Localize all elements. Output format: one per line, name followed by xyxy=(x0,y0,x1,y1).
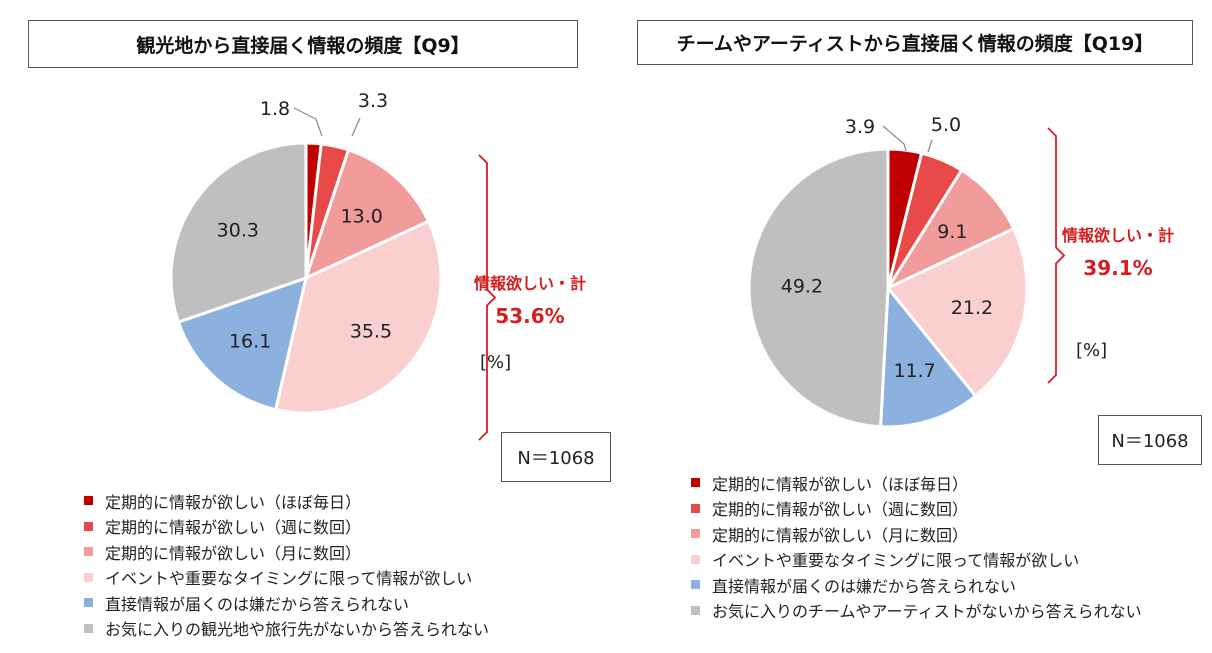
leader-line xyxy=(927,139,933,153)
slice-data-label: 3.9 xyxy=(845,116,875,138)
legend-label: 定期的に情報が欲しい（月に数回） xyxy=(712,525,969,545)
chart-title: チームやアーティストから直接届く情報の頻度【Q19】 xyxy=(637,20,1193,65)
legend-item: お気に入りのチームやアーティストがないから答えられない xyxy=(691,598,1142,624)
legend-label: 定期的に情報が欲しい（ほぼ毎日） xyxy=(105,492,362,512)
legend-item: 直接情報が届くのは嫌だから答えられない xyxy=(84,590,489,616)
slice-data-label: 13.0 xyxy=(341,206,383,228)
pie-slice xyxy=(304,148,431,280)
legend-item: イベントや重要なタイミングに限って情報が欲しい xyxy=(84,565,489,591)
slice-data-label: 1.8 xyxy=(260,98,290,120)
sample-size-box: N＝1068 xyxy=(501,432,611,482)
leader-line xyxy=(293,107,323,137)
pie-slice xyxy=(886,168,1016,290)
pie-slice xyxy=(169,141,308,324)
legend-swatch xyxy=(691,554,700,564)
legend-swatch xyxy=(691,529,700,539)
legend-label: 定期的に情報が欲しい（週に数回） xyxy=(105,518,362,538)
slice-data-label: 16.1 xyxy=(229,330,271,352)
legend: 定期的に情報が欲しい（ほぼ毎日） 定期的に情報が欲しい（週に数回） 定期的に情報… xyxy=(84,488,489,641)
unit-label: [%] xyxy=(1076,340,1108,361)
legend-swatch xyxy=(84,521,93,531)
chart-title: 観光地から直接届く情報の頻度【Q9】 xyxy=(28,20,578,68)
slice-data-label: 35.5 xyxy=(350,321,392,343)
legend-item: 定期的に情報が欲しい（週に数回） xyxy=(691,496,1142,522)
pie-slice xyxy=(176,276,308,412)
pie-chart: 1.8 3.3 13.0 35.5 16.1 30.3 xyxy=(169,90,497,441)
legend-swatch xyxy=(691,478,700,488)
pie-slice xyxy=(879,286,978,429)
slice-data-label: 49.2 xyxy=(781,276,823,298)
legend-swatch xyxy=(691,605,700,615)
legend-label: お気に入りの観光地や旅行先がないから答えられない xyxy=(105,620,490,640)
sample-size-box: N＝1068 xyxy=(1098,415,1202,465)
slice-data-label: 30.3 xyxy=(217,219,259,241)
legend-label: 直接情報が届くのは嫌だから答えられない xyxy=(712,576,1017,596)
summary-value: 39.1% xyxy=(1083,256,1153,280)
legend-label: 直接情報が届くのは嫌だから答えられない xyxy=(105,594,410,614)
legend-item: 定期的に情報が欲しい（ほぼ毎日） xyxy=(84,488,489,514)
slice-data-label: 11.7 xyxy=(893,360,935,382)
leader-line xyxy=(351,117,361,137)
summary-annotation: 情報欲しい・計 53.6% xyxy=(470,270,590,328)
legend-swatch xyxy=(691,503,700,513)
chart-panel-q9: 観光地から直接届く情報の頻度【Q9】 1.8 3.3 13.0 35.5 16.1 30.… xyxy=(28,20,611,641)
legend-item: 定期的に情報が欲しい（週に数回） xyxy=(84,514,489,540)
legend-item: 定期的に情報が欲しい（ほぼ毎日） xyxy=(691,470,1142,496)
legend-label: イベントや重要なタイミングに限って情報が欲しい xyxy=(712,551,1080,571)
legend-label: 定期的に情報が欲しい（週に数回） xyxy=(712,500,969,520)
summary-label: 情報欲しい・計 xyxy=(1061,226,1174,245)
legend-label: お気に入りのチームやアーティストがないから答えられない xyxy=(712,602,1142,622)
legend-item: お気に入りの観光地や旅行先がないから答えられない xyxy=(84,616,489,642)
slice-data-label: 21.2 xyxy=(951,297,993,319)
slice-data-label: 9.1 xyxy=(937,221,967,243)
pie-chart: 3.9 5.0 9.1 21.2 11.7 49.2 xyxy=(747,114,1066,429)
legend-swatch xyxy=(691,580,700,590)
legend-item: 定期的に情報が欲しい（月に数回） xyxy=(691,521,1142,547)
summary-annotation: 情報欲しい・計 39.1% xyxy=(1052,222,1184,280)
leader-line xyxy=(882,125,907,152)
legend-swatch xyxy=(84,623,93,633)
pie-slice xyxy=(274,219,443,415)
legend-swatch xyxy=(84,598,93,608)
legend-label: 定期的に情報が欲しい（月に数回） xyxy=(105,543,362,563)
summary-value: 53.6% xyxy=(495,304,565,328)
slice-data-label: 5.0 xyxy=(931,114,961,136)
legend-swatch xyxy=(84,547,93,557)
legend-item: 直接情報が届くのは嫌だから答えられない xyxy=(691,572,1142,598)
summary-bracket xyxy=(1047,127,1066,384)
slice-data-label: 3.3 xyxy=(358,90,388,112)
legend-item: 定期的に情報が欲しい（月に数回） xyxy=(84,539,489,565)
legend-label: イベントや重要なタイミングに限って情報が欲しい xyxy=(105,569,473,589)
pie-slice xyxy=(747,147,890,429)
legend: 定期的に情報が欲しい（ほぼ毎日） 定期的に情報が欲しい（週に数回） 定期的に情報… xyxy=(691,470,1142,623)
summary-bracket xyxy=(478,154,497,441)
chart-panel-q19: チームやアーティストから直接届く情報の頻度【Q19】 3.9 5.0 9.1 21.2… xyxy=(606,0,1212,653)
legend-swatch xyxy=(84,496,93,506)
legend-swatch xyxy=(84,572,93,582)
summary-label: 情報欲しい・計 xyxy=(473,274,586,293)
legend-label: 定期的に情報が欲しい（ほぼ毎日） xyxy=(712,474,969,494)
unit-label: [%] xyxy=(480,352,512,373)
legend-item: イベントや重要なタイミングに限って情報が欲しい xyxy=(691,547,1142,573)
pie-slice xyxy=(886,227,1029,398)
